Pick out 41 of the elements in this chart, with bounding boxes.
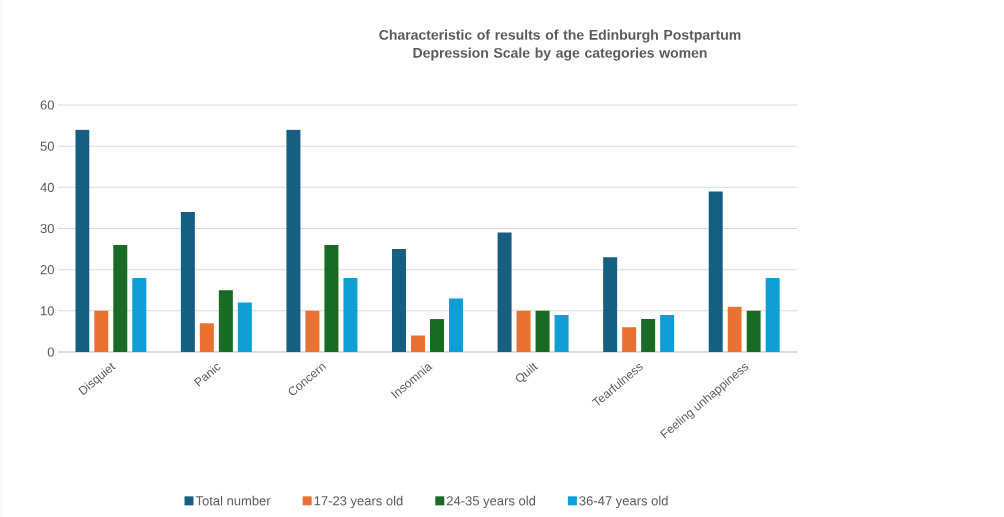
- bar: [75, 129, 90, 352]
- bar: [286, 129, 301, 352]
- bar: [94, 310, 109, 352]
- bar: [622, 327, 637, 352]
- legend-label: Total number: [195, 495, 271, 506]
- bar: [430, 319, 444, 352]
- bar: [765, 277, 780, 352]
- bar: [218, 290, 233, 352]
- y-tick-label: 20: [40, 265, 54, 275]
- bar: [727, 306, 742, 352]
- bar: [708, 191, 723, 352]
- bar: [660, 314, 675, 352]
- bar: [641, 319, 656, 352]
- bar: [603, 257, 618, 352]
- x-tick-label: Quilt: [515, 362, 539, 382]
- bar: [497, 232, 512, 352]
- legend-label: 36-47 years old: [579, 495, 668, 508]
- y-tick-label: 0: [47, 347, 54, 357]
- bar: [180, 212, 195, 352]
- y-tick-label: 60: [40, 100, 54, 110]
- bar: [449, 298, 463, 352]
- bar: [324, 244, 339, 352]
- y-tick-label: 10: [41, 306, 54, 316]
- bar: [132, 277, 147, 352]
- bar: [113, 244, 128, 352]
- legend-label: 17-23 years old: [314, 495, 403, 508]
- y-tick-label: 30: [40, 223, 54, 234]
- bar: [392, 249, 406, 352]
- y-tick-label: 50: [40, 141, 54, 151]
- bar: [746, 310, 761, 352]
- bar: [411, 335, 426, 352]
- bar: [343, 277, 358, 352]
- legend-label: 24-35 years old: [446, 495, 536, 508]
- bar: [554, 314, 569, 352]
- chart-title: Characteristic of results of the Edinburgh Postpartum Depression Scale by age categories women: [379, 29, 741, 61]
- bar: [237, 302, 252, 352]
- bar: [305, 310, 320, 352]
- bar: [199, 323, 214, 352]
- y-tick-label: 40: [40, 182, 54, 192]
- bar: [516, 310, 531, 352]
- bar: [535, 310, 550, 352]
